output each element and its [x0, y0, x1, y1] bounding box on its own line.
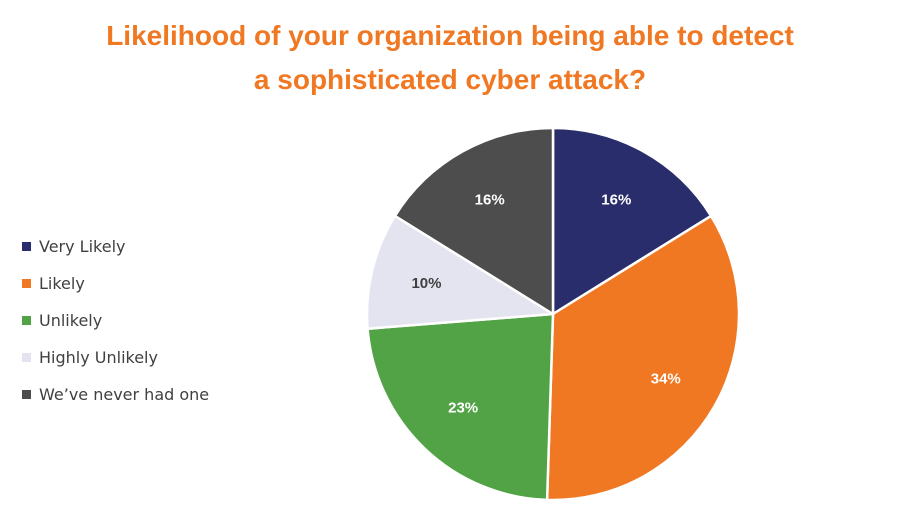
chart-title-line-1: Likelihood of your organization being ab… — [106, 20, 794, 51]
pie-label-highly-unlikely: 10% — [411, 275, 441, 292]
legend-swatch-highly-unlikely — [22, 353, 31, 362]
chart-legend: Very Likely Likely Unlikely Highly Unlik… — [22, 228, 209, 413]
legend-item-never-had-one: We’ve never had one — [22, 376, 209, 413]
legend-label-unlikely: Unlikely — [39, 311, 103, 330]
legend-label-likely: Likely — [39, 274, 85, 293]
legend-label-never-had-one: We’ve never had one — [39, 385, 210, 404]
legend-label-highly-unlikely: Highly Unlikely — [39, 348, 158, 367]
legend-item-likely: Likely — [22, 265, 209, 302]
chart-title: Likelihood of your organization being ab… — [0, 14, 900, 102]
legend-swatch-very-likely — [22, 242, 31, 251]
pie-slice-very-likely — [551, 126, 713, 316]
legend-item-unlikely: Unlikely — [22, 302, 209, 339]
legend-item-highly-unlikely: Highly Unlikely — [22, 339, 209, 376]
legend-swatch-likely — [22, 279, 31, 288]
legend-swatch-never-had-one — [22, 390, 31, 399]
legend-label-very-likely: Very Likely — [39, 237, 126, 256]
legend-item-very-likely: Very Likely — [22, 228, 209, 265]
pie-label-never-had-one: 16% — [475, 192, 505, 209]
pie-label-likely: 34% — [651, 371, 681, 388]
pie-slice-highly-unlikely — [365, 214, 555, 330]
chart-title-line-2: a sophisticated cyber attack? — [253, 64, 647, 95]
pie-slice-likely — [545, 214, 741, 502]
pie-slice-never-had-one — [393, 126, 555, 316]
pie-label-unlikely: 23% — [448, 400, 478, 417]
pie-label-very-likely: 16% — [601, 192, 631, 209]
pie-slice-unlikely — [366, 312, 555, 502]
legend-swatch-unlikely — [22, 316, 31, 325]
